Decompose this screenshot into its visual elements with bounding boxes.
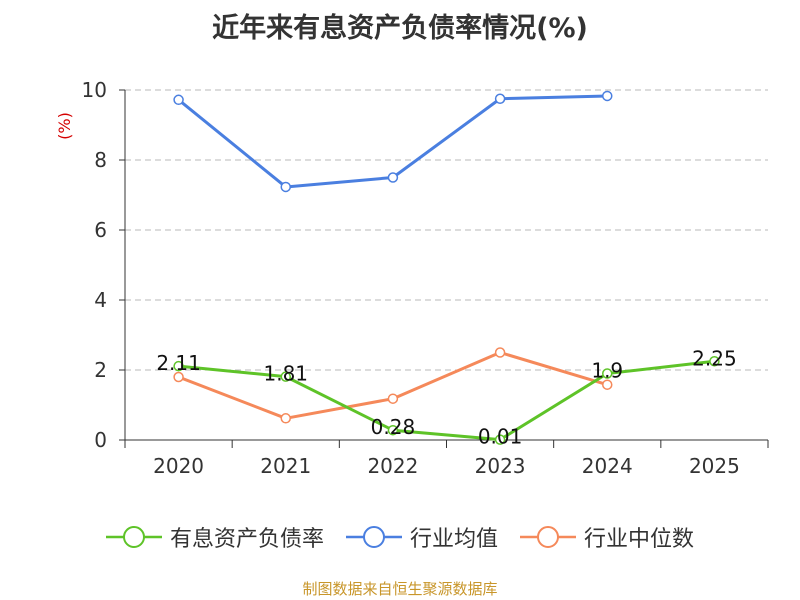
legend-symbol-icon bbox=[105, 526, 162, 548]
series-0-point bbox=[387, 424, 399, 436]
series-0-point bbox=[173, 360, 184, 372]
series-0-point bbox=[602, 368, 613, 379]
series-group bbox=[173, 90, 720, 445]
grid-lines bbox=[125, 89, 768, 371]
series-2-point bbox=[602, 379, 613, 390]
legend-label: 有息资产负债率 bbox=[169, 527, 324, 552]
legend-label: 行业中位数 bbox=[584, 527, 695, 552]
x-tick-label: 2022 bbox=[367, 454, 418, 478]
data-label: 0.01 bbox=[478, 425, 523, 449]
legend-circle-icon bbox=[537, 526, 559, 548]
y-tick-label: 6 bbox=[94, 218, 107, 242]
legend-circle-icon bbox=[122, 526, 145, 548]
x-tick-label: 2021 bbox=[260, 454, 311, 478]
series-1-point bbox=[602, 90, 613, 102]
y-tick-label: 2 bbox=[94, 358, 107, 382]
source-note: 制图数据来自恒生聚源数据库 bbox=[302, 580, 498, 598]
legend: 有息资产负债率 行业均值 行业中位数 bbox=[0, 520, 800, 554]
legend-label: 行业均值 bbox=[409, 527, 498, 552]
legend-item[interactable]: 行业中位数 bbox=[520, 521, 694, 553]
series-1-point bbox=[387, 172, 399, 183]
series-0-point bbox=[709, 356, 720, 367]
y-tick-label: 4 bbox=[94, 288, 107, 312]
data-label: 2.11 bbox=[156, 351, 201, 375]
legend-symbol-icon bbox=[345, 526, 402, 548]
y-tick-label: 8 bbox=[94, 148, 107, 172]
legend-circle-icon bbox=[362, 526, 385, 548]
x-tick-labels: 2020 2021 2022 2023 2024 2025 bbox=[153, 454, 740, 478]
data-label: 2.25 bbox=[692, 346, 737, 370]
x-tick-label: 2023 bbox=[475, 454, 526, 478]
x-tick-label: 2025 bbox=[689, 454, 740, 478]
legend-item[interactable]: 行业均值 bbox=[345, 521, 498, 553]
series-line-0 bbox=[178, 359, 715, 442]
y-tick-label: 10 bbox=[82, 78, 107, 102]
y-tick-label: 0 bbox=[94, 428, 107, 452]
series-2-point bbox=[387, 393, 399, 404]
y-axis-label: (%) bbox=[55, 112, 74, 140]
chart-title: 近年来有息资产负债率情况(%) bbox=[212, 13, 588, 44]
series-1-point bbox=[173, 94, 184, 106]
legend-symbol-icon bbox=[520, 526, 576, 548]
x-tick-label: 2020 bbox=[153, 454, 204, 478]
series-1-point bbox=[494, 93, 506, 104]
legend-item[interactable]: 有息资产负债率 bbox=[105, 521, 324, 553]
data-label: 1.9 bbox=[591, 359, 623, 383]
y-tick-labels: 0 2 4 6 8 10 bbox=[82, 78, 107, 452]
series-2-point bbox=[280, 413, 291, 424]
series-1-point bbox=[280, 181, 291, 193]
series-line-2 bbox=[178, 351, 608, 420]
series-2-point bbox=[173, 371, 184, 383]
series-2-point bbox=[494, 347, 506, 358]
axes bbox=[119, 89, 769, 448]
series-0-point bbox=[280, 371, 291, 382]
data-label: 1.81 bbox=[263, 362, 308, 386]
x-tick-label: 2024 bbox=[582, 454, 633, 478]
series-0-point bbox=[494, 434, 506, 445]
data-labels: 2.11 1.81 0.28 0.01 1.9 2.25 bbox=[156, 346, 736, 448]
data-label: 0.28 bbox=[371, 415, 416, 439]
